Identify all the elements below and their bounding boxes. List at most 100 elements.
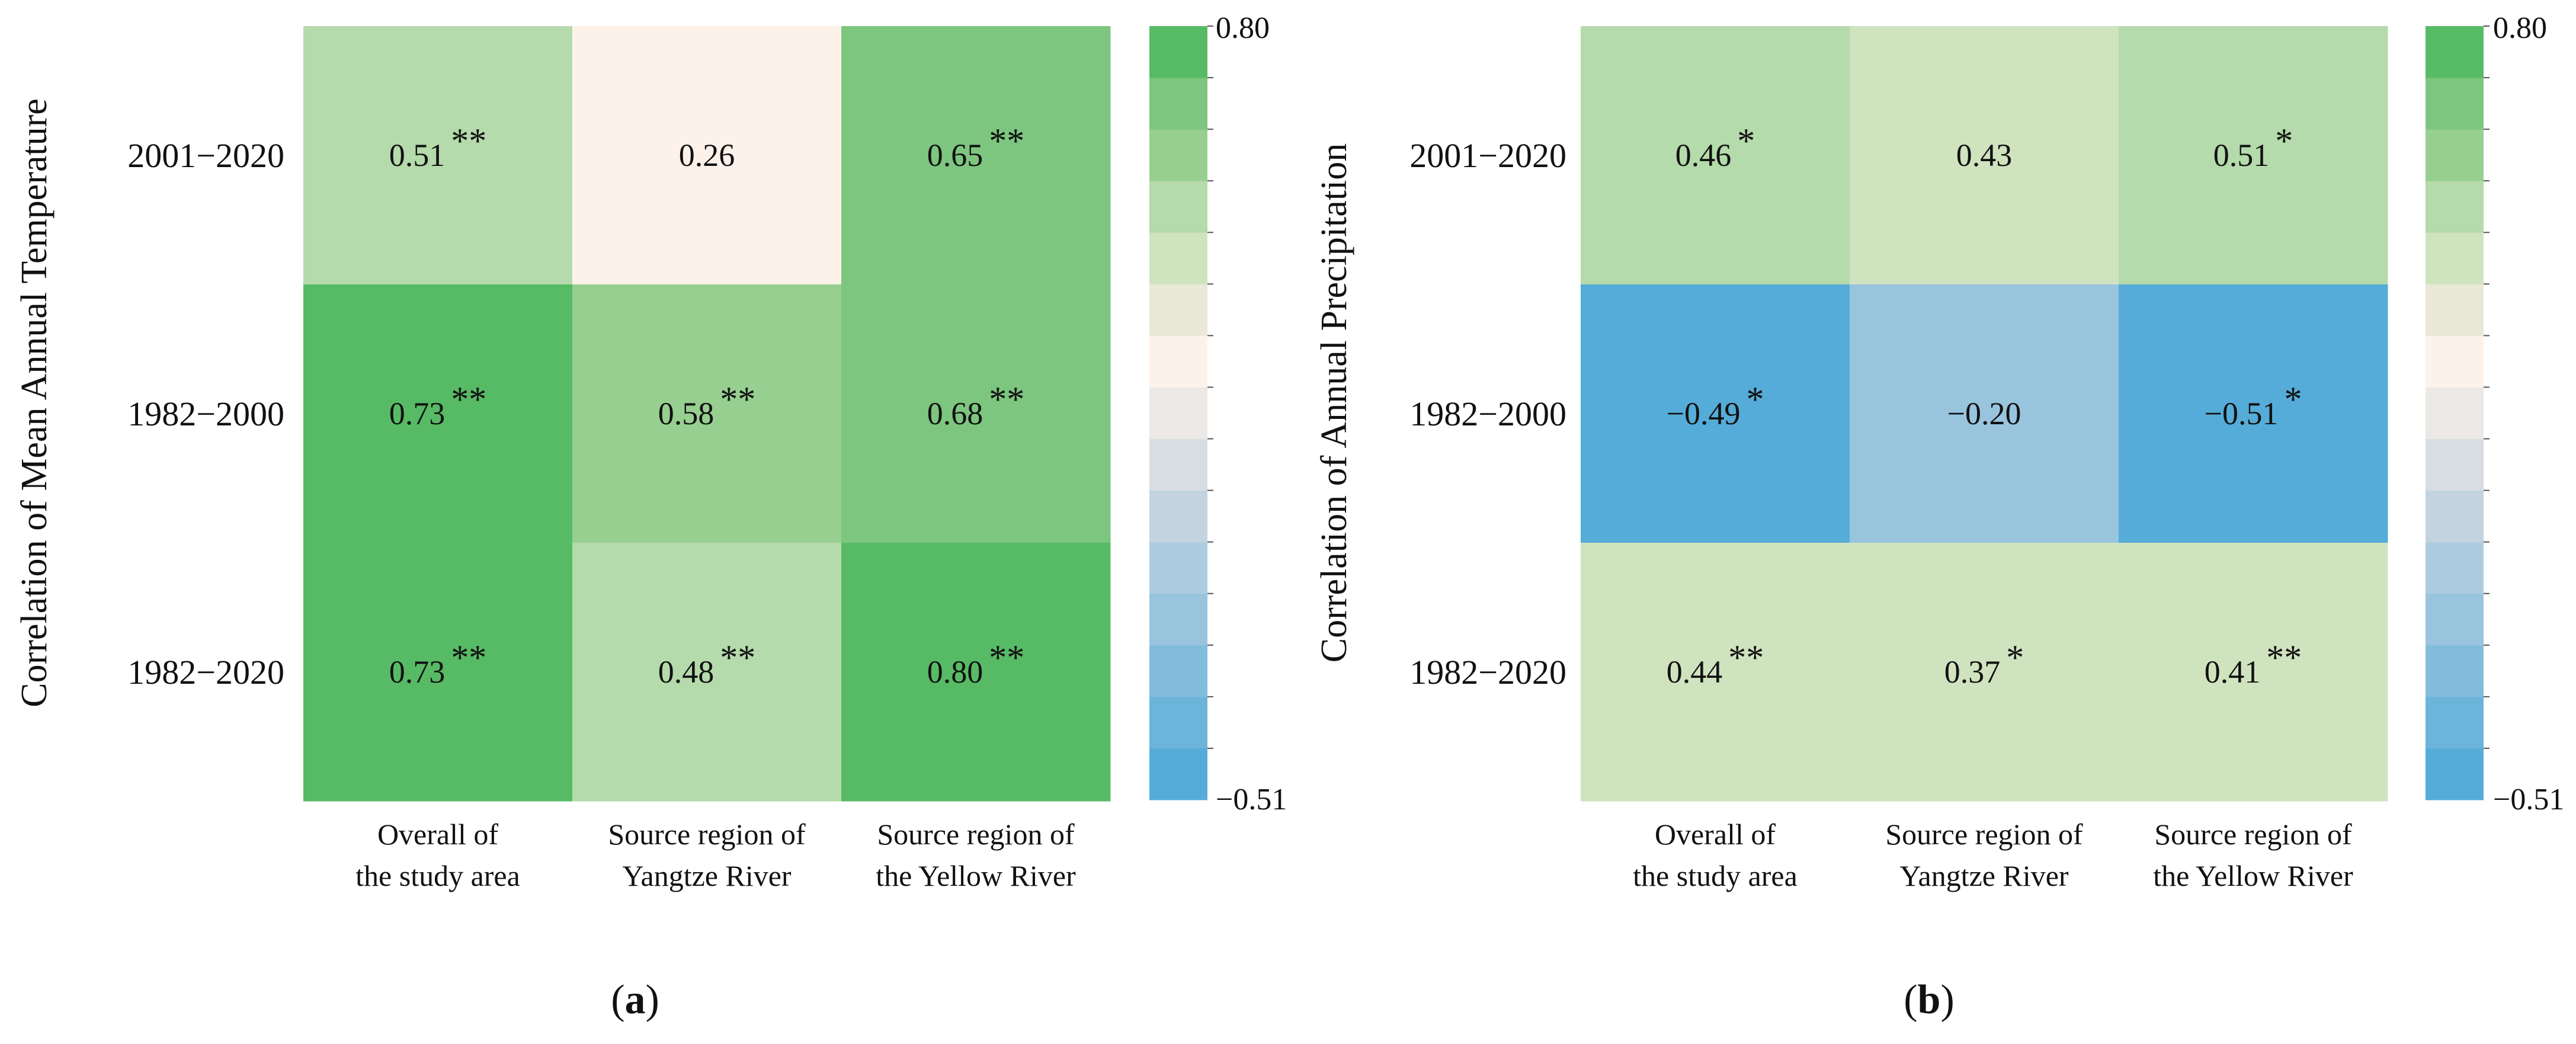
panel-b-colorbar-segment-9 (2426, 335, 2484, 388)
panel-b-column-label-2-line-2: Yangtze River (1899, 859, 2069, 892)
panel-b-colorbar-segment-7 (2426, 438, 2484, 491)
panel-b-colorbar-min-label: −0.51 (2493, 783, 2564, 816)
panel-a-caption: (a) (611, 977, 659, 1023)
panel-a-colorbar-segment-2 (1149, 696, 1207, 749)
panel-b-row-label-1: 2001−2020 (1409, 136, 1566, 175)
panel-a-cell-r1-c3 (841, 26, 1111, 285)
panel-a-colorbar-segment-8 (1149, 387, 1207, 440)
panel-b-significance-r3-c2: * (2006, 638, 2024, 677)
panel-b-significance-r3-c3: ** (2266, 638, 2302, 677)
panel-b-colorbar-segment-3 (2426, 645, 2484, 697)
panel-a-cell-r3-c3 (841, 543, 1111, 802)
panel-b-cell-r3-c3 (2119, 543, 2388, 802)
panel-b-column-label-3-line-1: Source region of (2154, 818, 2352, 851)
panel-a-row-label-1: 2001−2020 (127, 136, 284, 175)
panel-b-cell-label-r2-c2: −0.20 (1947, 396, 2021, 431)
panel-a-colorbar-segment-7 (1149, 438, 1207, 491)
panel-b-colorbar-max-label: 0.80 (2493, 11, 2547, 45)
panel-a-column-labels: Overall of the study area Source region of… (355, 818, 1076, 892)
panel-b-cell-r3-c2 (1850, 543, 2119, 802)
panel-b-significance-r1-c1: * (1737, 121, 1755, 161)
panel-b-cell-r3-c1 (1581, 543, 1850, 802)
panel-a-significance-r1-c1: ** (451, 121, 486, 161)
panel-b-significance-r2-c3: * (2284, 380, 2302, 419)
panel-a-cell-r1-c1 (303, 26, 573, 285)
panel-a-cell-r3-c1 (303, 543, 573, 802)
panel-a-column-label-1-line-1: Overall of (377, 818, 498, 851)
panel-a-cell-label-r1-c2: 0.26 (679, 137, 735, 173)
panel-a-colorbar-segment-9 (1149, 335, 1207, 388)
panel-b-significance-r2-c1: * (1746, 380, 1764, 419)
panel-a-y-axis-label: Correlation of Mean Annual Temperature (14, 98, 55, 707)
panel-b-cell-r1-c2 (1850, 26, 2119, 285)
panel-a-caption-letter: a (625, 977, 646, 1023)
panel-b-cell-r2-c3 (2119, 284, 2388, 543)
panel-b-row-label-2: 1982−2000 (1409, 395, 1566, 433)
panel-b-colorbar-segment-15 (2426, 26, 2484, 78)
panel-b-caption-letter: b (1918, 977, 1941, 1023)
panel-b-significance-r1-c3: * (2275, 121, 2293, 161)
panel-a-row-labels: 2001−2020 1982−2000 1982−2020 (127, 136, 284, 691)
panel-b-column-label-3-line-2: the Yellow River (2153, 859, 2353, 892)
panel-b-colorbar-segment-2 (2426, 696, 2484, 749)
panel-a-colorbar-segment-1 (1149, 748, 1207, 800)
panel-b-row-labels: 2001−2020 1982−2000 1982−2020 (1409, 136, 1566, 691)
panel-a-significance-r2-c3: ** (989, 380, 1024, 419)
panel-b-cell-r1-c3 (2119, 26, 2388, 285)
panel-b: 0.46 * 0.43 0.51 *−0.49 * −0.20 −0.51 *0.44 ** 0.3… (1314, 11, 2564, 1023)
panel-a-colorbar-segment-15 (1149, 26, 1207, 78)
panel-a-column-label-2-line-1: Source region of (608, 818, 806, 851)
panel-b-caption: (b) (1904, 977, 1955, 1023)
panel-a-colorbar-max-label: 0.80 (1216, 11, 1270, 45)
panel-a-colorbar-min-label: −0.51 (1216, 783, 1287, 816)
panel-a-column-label-3-line-2: the Yellow River (876, 859, 1076, 892)
panel-b-cells (1581, 26, 2388, 802)
panel-a-column-label-3-line-1: Source region of (877, 818, 1075, 851)
panel-b-cell-label-r1-c2: 0.43 (1956, 137, 2013, 173)
panel-a-cell-r2-c2 (572, 284, 842, 543)
panel-b-colorbar (2426, 25, 2490, 800)
panel-b-colorbar-segment-6 (2426, 490, 2484, 543)
panel-b-column-label-1-line-1: Overall of (1655, 818, 1776, 851)
panel-a-significance-r3-c3: ** (989, 638, 1024, 677)
panel-a-significance-r2-c2: ** (720, 380, 755, 419)
panel-a-colorbar-segment-10 (1149, 284, 1207, 336)
panel-a-cell-r1-c2 (572, 26, 842, 285)
panel-a-colorbar-segment-6 (1149, 490, 1207, 543)
panel-b-colorbar-segment-11 (2426, 232, 2484, 284)
panel-a-significance-r1-c3: ** (989, 121, 1024, 161)
panel-a-colorbar-segment-11 (1149, 232, 1207, 284)
panel-a-colorbar-segment-5 (1149, 542, 1207, 594)
panel-b-cell-r1-c1 (1581, 26, 1850, 285)
panel-a-colorbar-segment-14 (1149, 78, 1207, 130)
panel-b-colorbar-segment-5 (2426, 542, 2484, 594)
panel-b-colorbar-segment-14 (2426, 78, 2484, 130)
panel-b-colorbar-segment-1 (2426, 748, 2484, 800)
panel-b-colorbar-segment-10 (2426, 284, 2484, 336)
panel-a-significance-r3-c2: ** (720, 638, 755, 677)
panel-a-colorbar-segment-4 (1149, 593, 1207, 646)
panel-b-column-label-2-line-1: Source region of (1885, 818, 2083, 851)
panel-a-cell-r2-c3 (841, 284, 1111, 543)
panel-b-column-label-1-line-2: the study area (1633, 859, 1798, 892)
panel-a-colorbar-segment-12 (1149, 181, 1207, 233)
panel-a-column-label-1-line-2: the study area (355, 859, 520, 892)
panel-a-row-label-3: 1982−2020 (127, 653, 284, 691)
panel-b-colorbar-segment-13 (2426, 129, 2484, 181)
panel-a-cell-r2-c1 (303, 284, 573, 543)
panel-a-row-label-2: 1982−2000 (127, 395, 284, 433)
panel-a-colorbar-segment-13 (1149, 129, 1207, 181)
panel-a-cell-r3-c2 (572, 543, 842, 802)
panel-b-significance-r3-c1: ** (1728, 638, 1764, 677)
panel-b-cell-r2-c1 (1581, 284, 1850, 543)
panel-b-column-labels: Overall of the study area Source region of… (1633, 818, 2353, 892)
panel-a-colorbar (1149, 25, 1213, 800)
panel-b-cell-r2-c2 (1850, 284, 2119, 543)
panel-a: 0.51 ** 0.26 0.65 **0.73 ** 0.58 ** 0.68 **0.73 **… (14, 11, 1287, 1023)
panel-b-colorbar-segment-8 (2426, 387, 2484, 440)
panel-a-cells (303, 26, 1111, 802)
panel-b-colorbar-segment-12 (2426, 181, 2484, 233)
panel-a-colorbar-segment-3 (1149, 645, 1207, 697)
panel-a-column-label-2-line-2: Yangtze River (622, 859, 792, 892)
